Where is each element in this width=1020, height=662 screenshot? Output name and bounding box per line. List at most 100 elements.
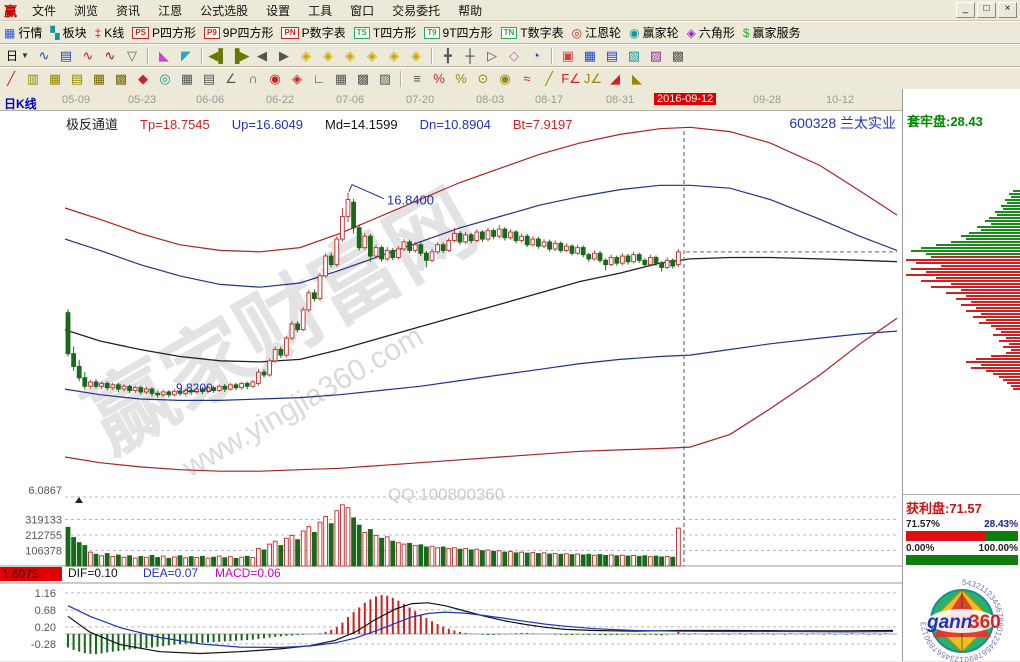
- brush-icon[interactable]: ◆: [138, 70, 148, 86]
- gann-line-icon[interactable]: ◢: [610, 70, 620, 86]
- candle-body: [536, 238, 541, 247]
- volume-bar: [446, 548, 452, 567]
- system-icon[interactable]: ▩: [671, 47, 685, 63]
- chart-find-icon[interactable]: ▨: [649, 47, 663, 63]
- report-icon[interactable]: ▤: [605, 47, 619, 63]
- t-square-button[interactable]: TS T四方形: [353, 24, 416, 41]
- last-bar-icon[interactable]: ▐▶: [230, 47, 250, 63]
- kline-button[interactable]: ‡ K线: [95, 24, 125, 41]
- clock-icon[interactable]: ◔: [532, 47, 540, 63]
- funnel-icon[interactable]: ▽: [126, 47, 137, 63]
- notes-icon[interactable]: ▤: [59, 47, 73, 63]
- gann-wheel-button[interactable]: ◎ 江恩轮: [572, 24, 622, 41]
- red-wave-icon[interactable]: ∿: [82, 47, 94, 63]
- grid-tool-5-icon[interactable]: ▩: [114, 70, 128, 86]
- volume-bar: [306, 526, 312, 567]
- menu-item-8[interactable]: 交易委托: [392, 3, 441, 18]
- grid-tool-1-icon[interactable]: ▥: [26, 70, 40, 86]
- macd-axis-label: -0.28: [31, 639, 56, 651]
- period-selector[interactable]: 日 ▼: [6, 47, 29, 64]
- next-icon[interactable]: ▶: [278, 47, 289, 63]
- winner-wheel-button[interactable]: ◉ 赢家轮: [629, 24, 679, 41]
- volume-bar: [491, 550, 497, 567]
- p-number-button-label: P数字表: [301, 26, 346, 40]
- percent-icon[interactable]: %: [433, 70, 445, 86]
- gold-ratio-icon[interactable]: ⊙: [477, 70, 489, 86]
- candle-body: [138, 387, 144, 393]
- price-volume-macd-chart[interactable]: 赢家财富网www.yingjia360.comQQ:1008003606.086…: [0, 110, 902, 661]
- calculator-icon[interactable]: ▦: [583, 47, 597, 63]
- red-wave2-icon[interactable]: ∿: [104, 47, 116, 63]
- profile-bar-red: [981, 364, 1020, 366]
- wave-icon[interactable]: ∿: [38, 47, 50, 63]
- t-number-button[interactable]: TN T数字表: [500, 24, 564, 41]
- service-button[interactable]: $ 赢家服务: [743, 24, 801, 41]
- p-square-button[interactable]: PS P四方形: [132, 24, 196, 41]
- menu-item-5[interactable]: 设置: [266, 3, 291, 18]
- menu-item-4[interactable]: 公式选股: [200, 3, 249, 18]
- menu-item-6[interactable]: 工具: [308, 3, 333, 18]
- crosshair-icon[interactable]: ┼: [465, 47, 475, 63]
- grid-tool-3-icon[interactable]: ▤: [70, 70, 84, 86]
- t9-square-button[interactable]: T9 9T四方形: [424, 24, 493, 41]
- paint-icon[interactable]: ◤: [180, 47, 191, 63]
- draw-flag-icon[interactable]: ◣: [158, 47, 169, 63]
- grid-tool-8-icon[interactable]: ▦: [334, 70, 348, 86]
- menu-item-2[interactable]: 资讯: [116, 3, 141, 18]
- menu-item-1[interactable]: 浏览: [74, 3, 99, 18]
- angle-j-icon[interactable]: J∠: [583, 70, 603, 86]
- menu-item-9[interactable]: 帮助: [458, 3, 483, 18]
- expand-h-icon[interactable]: ◈: [344, 47, 355, 63]
- pointer-icon[interactable]: ▷: [486, 47, 497, 63]
- compress-h-icon[interactable]: ◈: [366, 47, 377, 63]
- web-icon[interactable]: ◈: [292, 70, 302, 86]
- speed-line-icon[interactable]: ◣: [632, 70, 642, 86]
- spiral-icon[interactable]: ◉: [269, 70, 281, 86]
- hand-icon[interactable]: ╋: [444, 47, 452, 63]
- profile-bar-red: [911, 268, 1020, 270]
- lines-icon[interactable]: ≡: [413, 70, 421, 86]
- p-number-button[interactable]: PN P数字表: [281, 24, 346, 41]
- zoom-in-icon[interactable]: ◈: [388, 47, 399, 63]
- quotes-button[interactable]: ▦ 行情: [4, 24, 42, 41]
- restore-button[interactable]: □: [977, 2, 996, 18]
- zoom-out-icon[interactable]: ◈: [410, 47, 421, 63]
- grid-tool-9-icon[interactable]: ▩: [356, 70, 370, 86]
- calendar-icon[interactable]: ▣: [561, 47, 575, 63]
- gann-pink-icon[interactable]: ◇: [508, 47, 519, 63]
- shift-right-icon[interactable]: ◈: [322, 47, 333, 63]
- arc-icon[interactable]: ∩: [248, 70, 258, 86]
- gann-fan-icon[interactable]: ∠: [225, 70, 237, 86]
- grid-tool-4-icon[interactable]: ▦: [92, 70, 106, 86]
- grid-tool-7-icon[interactable]: ▤: [202, 70, 216, 86]
- pencil-icon[interactable]: ╱: [7, 70, 15, 86]
- circle-tool-icon[interactable]: ◎: [159, 70, 171, 86]
- close-button[interactable]: ×: [998, 2, 1017, 18]
- first-bar-icon[interactable]: ◀▌: [208, 47, 228, 63]
- minimize-button[interactable]: _: [956, 2, 975, 18]
- hatch-icon[interactable]: ▨: [378, 70, 392, 86]
- gold-line-icon[interactable]: ◉: [499, 70, 511, 86]
- prev-icon[interactable]: ◀: [256, 47, 267, 63]
- trend-icon[interactable]: ╱: [545, 70, 553, 86]
- angle-icon[interactable]: ∟: [312, 70, 326, 86]
- candle-body: [267, 360, 273, 376]
- chart-region[interactable]: 日K线 05-09 05-23 06-06 06-22 07-06 07-20 08-03 0…: [0, 89, 902, 661]
- sectors-button[interactable]: ▚ 板块: [50, 24, 86, 41]
- menu-item-0[interactable]: 文件: [32, 3, 57, 18]
- candle-body: [306, 292, 312, 311]
- wave-band-icon[interactable]: ≈: [523, 70, 531, 86]
- menu-item-7[interactable]: 窗口: [350, 3, 375, 18]
- percent-line-icon[interactable]: %: [455, 70, 467, 86]
- grid-tool-2-icon[interactable]: ▦: [48, 70, 62, 86]
- angle-f-icon[interactable]: F∠: [561, 70, 581, 86]
- screen-icon[interactable]: ▧: [627, 47, 641, 63]
- hexagon-button[interactable]: ◈ 六角形: [687, 24, 735, 41]
- grid-tool-6-icon[interactable]: ▦: [180, 70, 194, 86]
- volume-bar: [530, 552, 536, 567]
- p9-square-button[interactable]: P9 9P四方形: [204, 24, 273, 41]
- shift-left-icon[interactable]: ◈: [300, 47, 311, 63]
- candle-body: [457, 232, 463, 243]
- profile-bar-red: [1001, 331, 1020, 333]
- menu-item-3[interactable]: 江恩: [158, 3, 183, 18]
